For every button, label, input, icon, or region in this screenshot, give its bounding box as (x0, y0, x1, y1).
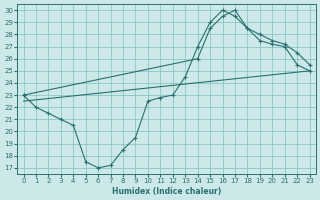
X-axis label: Humidex (Indice chaleur): Humidex (Indice chaleur) (112, 187, 221, 196)
